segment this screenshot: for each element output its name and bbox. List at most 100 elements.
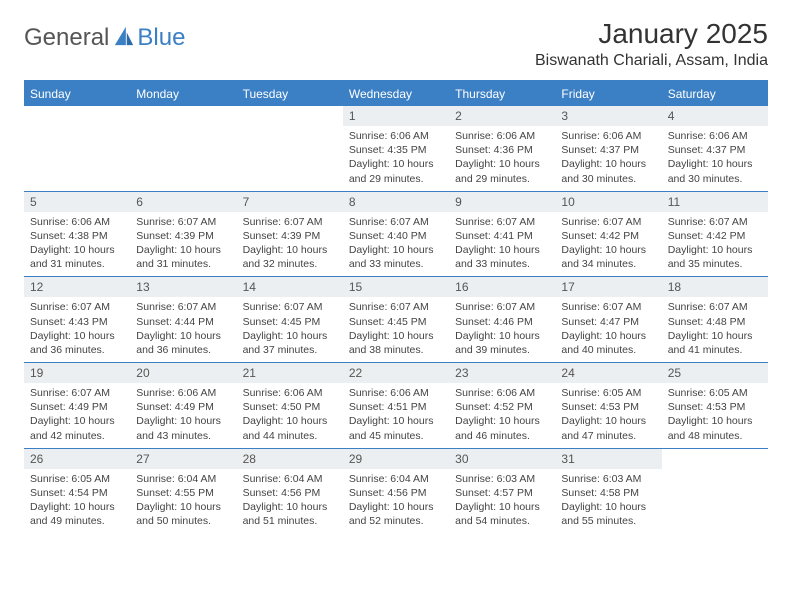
- day-of-week-header: Saturday: [662, 82, 768, 106]
- daylight-line: Daylight: 10 hours and 31 minutes.: [30, 243, 124, 271]
- calendar-day-cell: 12Sunrise: 6:07 AMSunset: 4:43 PMDayligh…: [24, 277, 130, 362]
- day-number: 9: [449, 192, 555, 212]
- day-of-week-header: Sunday: [24, 82, 130, 106]
- sunrise-line: Sunrise: 6:06 AM: [243, 386, 337, 400]
- day-number: 30: [449, 449, 555, 469]
- daylight-line: Daylight: 10 hours and 36 minutes.: [136, 329, 230, 357]
- day-of-week-header: Wednesday: [343, 82, 449, 106]
- day-number: 20: [130, 363, 236, 383]
- calendar-day-cell: 3Sunrise: 6:06 AMSunset: 4:37 PMDaylight…: [555, 106, 661, 191]
- sunset-line: Sunset: 4:56 PM: [243, 486, 337, 500]
- calendar-week-row: 26Sunrise: 6:05 AMSunset: 4:54 PMDayligh…: [24, 448, 768, 534]
- sunset-line: Sunset: 4:57 PM: [455, 486, 549, 500]
- day-of-week-header: Thursday: [449, 82, 555, 106]
- calendar-day-cell: 14Sunrise: 6:07 AMSunset: 4:45 PMDayligh…: [237, 277, 343, 362]
- day-details: Sunrise: 6:07 AMSunset: 4:41 PMDaylight:…: [449, 212, 555, 277]
- calendar-day-cell: 31Sunrise: 6:03 AMSunset: 4:58 PMDayligh…: [555, 449, 661, 534]
- sunset-line: Sunset: 4:37 PM: [561, 143, 655, 157]
- day-details: Sunrise: 6:07 AMSunset: 4:39 PMDaylight:…: [237, 212, 343, 277]
- sunset-line: Sunset: 4:46 PM: [455, 315, 549, 329]
- sunset-line: Sunset: 4:47 PM: [561, 315, 655, 329]
- daylight-line: Daylight: 10 hours and 30 minutes.: [561, 157, 655, 185]
- sunset-line: Sunset: 4:40 PM: [349, 229, 443, 243]
- sunset-line: Sunset: 4:54 PM: [30, 486, 124, 500]
- day-number: 13: [130, 277, 236, 297]
- calendar-day-cell: 8Sunrise: 6:07 AMSunset: 4:40 PMDaylight…: [343, 192, 449, 277]
- days-of-week-row: SundayMondayTuesdayWednesdayThursdayFrid…: [24, 82, 768, 106]
- sunrise-line: Sunrise: 6:07 AM: [30, 300, 124, 314]
- daylight-line: Daylight: 10 hours and 48 minutes.: [668, 414, 762, 442]
- day-details: Sunrise: 6:04 AMSunset: 4:56 PMDaylight:…: [237, 469, 343, 534]
- day-details: Sunrise: 6:07 AMSunset: 4:42 PMDaylight:…: [662, 212, 768, 277]
- sunset-line: Sunset: 4:55 PM: [136, 486, 230, 500]
- day-number: 14: [237, 277, 343, 297]
- calendar-day-cell: 22Sunrise: 6:06 AMSunset: 4:51 PMDayligh…: [343, 363, 449, 448]
- logo: General Blue: [24, 18, 185, 52]
- day-details: Sunrise: 6:07 AMSunset: 4:49 PMDaylight:…: [24, 383, 130, 448]
- daylight-line: Daylight: 10 hours and 40 minutes.: [561, 329, 655, 357]
- sunset-line: Sunset: 4:56 PM: [349, 486, 443, 500]
- sunset-line: Sunset: 4:51 PM: [349, 400, 443, 414]
- calendar-day-cell: 26Sunrise: 6:05 AMSunset: 4:54 PMDayligh…: [24, 449, 130, 534]
- day-number: 6: [130, 192, 236, 212]
- sunrise-line: Sunrise: 6:07 AM: [349, 215, 443, 229]
- sunset-line: Sunset: 4:35 PM: [349, 143, 443, 157]
- day-number: 5: [24, 192, 130, 212]
- sunrise-line: Sunrise: 6:07 AM: [136, 300, 230, 314]
- calendar-week-row: 5Sunrise: 6:06 AMSunset: 4:38 PMDaylight…: [24, 191, 768, 277]
- sunrise-line: Sunrise: 6:07 AM: [668, 300, 762, 314]
- calendar-day-cell: 29Sunrise: 6:04 AMSunset: 4:56 PMDayligh…: [343, 449, 449, 534]
- calendar-day-cell: 25Sunrise: 6:05 AMSunset: 4:53 PMDayligh…: [662, 363, 768, 448]
- day-details: Sunrise: 6:06 AMSunset: 4:50 PMDaylight:…: [237, 383, 343, 448]
- sunrise-line: Sunrise: 6:07 AM: [561, 300, 655, 314]
- daylight-line: Daylight: 10 hours and 34 minutes.: [561, 243, 655, 271]
- daylight-line: Daylight: 10 hours and 42 minutes.: [30, 414, 124, 442]
- calendar-day-cell: 24Sunrise: 6:05 AMSunset: 4:53 PMDayligh…: [555, 363, 661, 448]
- daylight-line: Daylight: 10 hours and 54 minutes.: [455, 500, 549, 528]
- daylight-line: Daylight: 10 hours and 50 minutes.: [136, 500, 230, 528]
- calendar-day-cell: 20Sunrise: 6:06 AMSunset: 4:49 PMDayligh…: [130, 363, 236, 448]
- sunrise-line: Sunrise: 6:06 AM: [455, 129, 549, 143]
- sunrise-line: Sunrise: 6:07 AM: [455, 215, 549, 229]
- calendar-week-row: ......1Sunrise: 6:06 AMSunset: 4:35 PMDa…: [24, 106, 768, 191]
- calendar-day-cell: 10Sunrise: 6:07 AMSunset: 4:42 PMDayligh…: [555, 192, 661, 277]
- daylight-line: Daylight: 10 hours and 30 minutes.: [668, 157, 762, 185]
- day-details: Sunrise: 6:07 AMSunset: 4:45 PMDaylight:…: [343, 297, 449, 362]
- day-details: Sunrise: 6:06 AMSunset: 4:38 PMDaylight:…: [24, 212, 130, 277]
- calendar-day-cell: ..: [662, 449, 768, 534]
- day-details: Sunrise: 6:07 AMSunset: 4:42 PMDaylight:…: [555, 212, 661, 277]
- sunset-line: Sunset: 4:45 PM: [349, 315, 443, 329]
- sunrise-line: Sunrise: 6:07 AM: [561, 215, 655, 229]
- sunrise-line: Sunrise: 6:07 AM: [349, 300, 443, 314]
- day-number: 27: [130, 449, 236, 469]
- header: General Blue January 2025 Biswanath Char…: [24, 18, 768, 70]
- daylight-line: Daylight: 10 hours and 38 minutes.: [349, 329, 443, 357]
- calendar-day-cell: 9Sunrise: 6:07 AMSunset: 4:41 PMDaylight…: [449, 192, 555, 277]
- day-details: Sunrise: 6:03 AMSunset: 4:57 PMDaylight:…: [449, 469, 555, 534]
- page-title: January 2025: [535, 18, 768, 50]
- calendar-day-cell: ..: [130, 106, 236, 191]
- sunset-line: Sunset: 4:44 PM: [136, 315, 230, 329]
- day-number: 17: [555, 277, 661, 297]
- day-number: 16: [449, 277, 555, 297]
- sunset-line: Sunset: 4:49 PM: [30, 400, 124, 414]
- sunrise-line: Sunrise: 6:06 AM: [349, 386, 443, 400]
- day-of-week-header: Friday: [555, 82, 661, 106]
- calendar-week-row: 19Sunrise: 6:07 AMSunset: 4:49 PMDayligh…: [24, 362, 768, 448]
- daylight-line: Daylight: 10 hours and 32 minutes.: [243, 243, 337, 271]
- sunset-line: Sunset: 4:53 PM: [668, 400, 762, 414]
- daylight-line: Daylight: 10 hours and 41 minutes.: [668, 329, 762, 357]
- sunset-line: Sunset: 4:49 PM: [136, 400, 230, 414]
- day-details: Sunrise: 6:07 AMSunset: 4:46 PMDaylight:…: [449, 297, 555, 362]
- day-number: 21: [237, 363, 343, 383]
- calendar-day-cell: 6Sunrise: 6:07 AMSunset: 4:39 PMDaylight…: [130, 192, 236, 277]
- sunrise-line: Sunrise: 6:03 AM: [561, 472, 655, 486]
- sunrise-line: Sunrise: 6:07 AM: [243, 300, 337, 314]
- daylight-line: Daylight: 10 hours and 35 minutes.: [668, 243, 762, 271]
- sunrise-line: Sunrise: 6:07 AM: [136, 215, 230, 229]
- calendar: SundayMondayTuesdayWednesdayThursdayFrid…: [24, 80, 768, 533]
- daylight-line: Daylight: 10 hours and 36 minutes.: [30, 329, 124, 357]
- calendar-day-cell: 28Sunrise: 6:04 AMSunset: 4:56 PMDayligh…: [237, 449, 343, 534]
- calendar-day-cell: 13 Sunrise: 6:07 AMSunset: 4:44 PMDayligh…: [130, 277, 236, 362]
- day-details: Sunrise: 6:07 AMSunset: 4:48 PMDaylight:…: [662, 297, 768, 362]
